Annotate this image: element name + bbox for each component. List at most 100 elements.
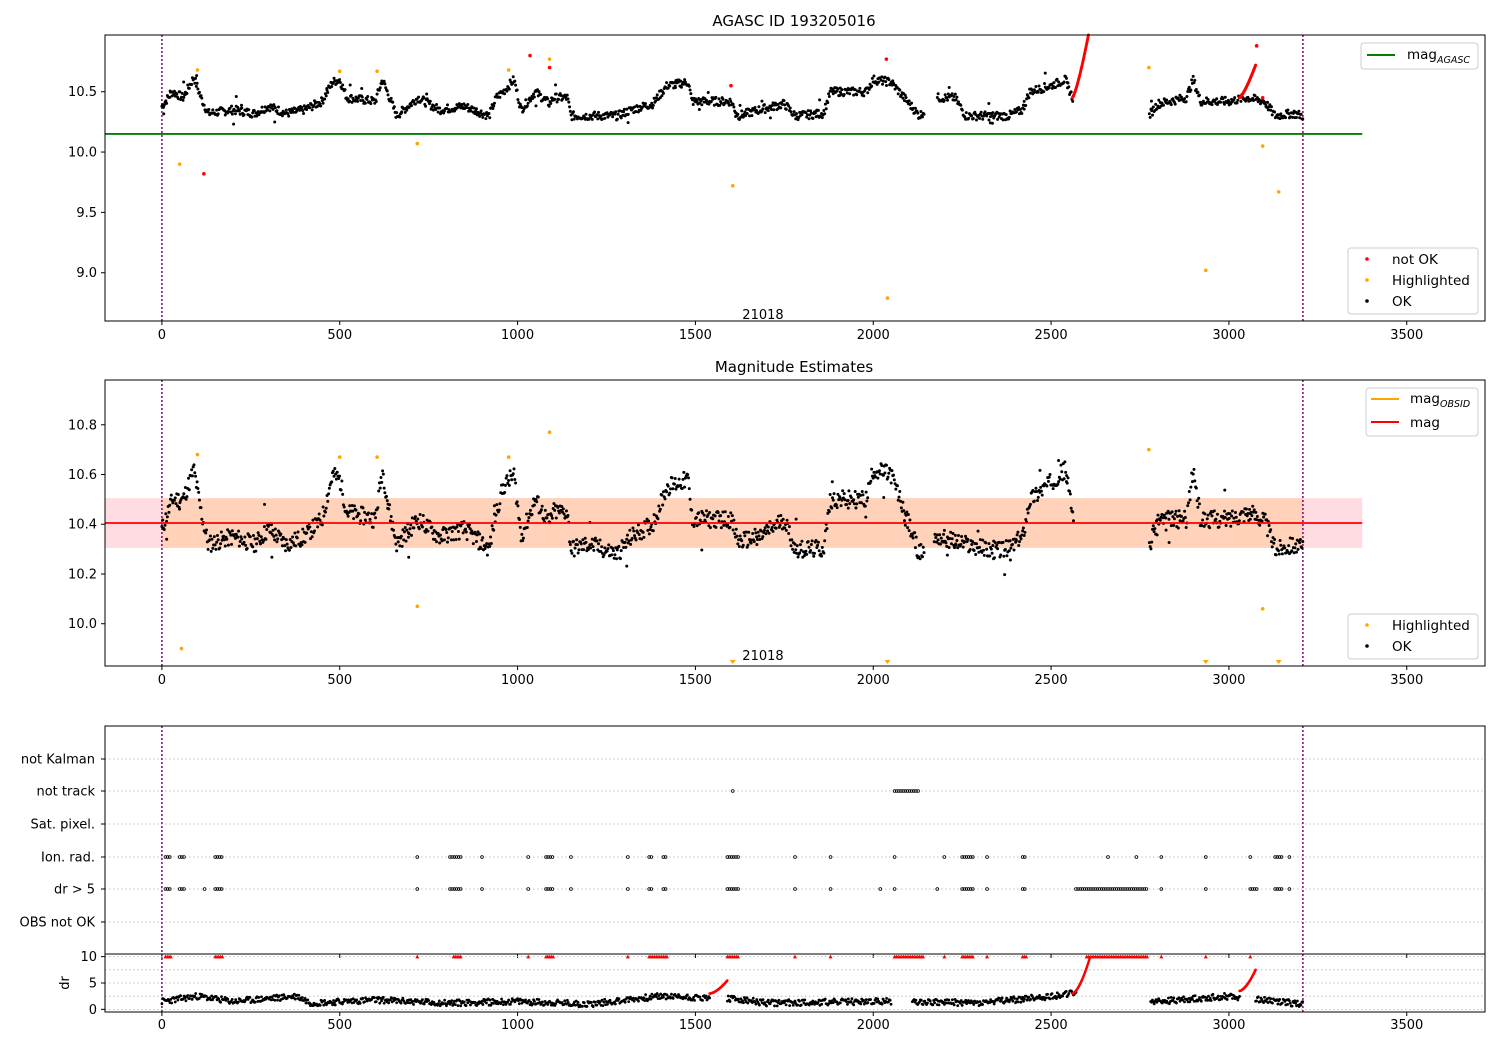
ok-point — [348, 83, 352, 87]
ok-point — [717, 519, 721, 523]
ok-point — [396, 540, 400, 544]
ok-point — [543, 508, 547, 512]
ok-point — [1193, 479, 1197, 483]
ok-point — [740, 539, 744, 543]
ok-point — [511, 472, 515, 476]
ok-point — [1186, 504, 1190, 508]
ok-point — [852, 93, 856, 97]
dr-saturated-marker — [942, 954, 947, 959]
ok-point — [883, 471, 887, 475]
dr-ok-point — [937, 1003, 941, 1007]
flag-point — [892, 887, 897, 891]
dr-ok-point — [1169, 995, 1173, 999]
panel2-legend-top: magOBSID mag — [1365, 387, 1479, 437]
flag-point — [167, 887, 172, 891]
ok-point — [992, 557, 996, 561]
ok-point — [711, 517, 715, 521]
ok-point — [1251, 99, 1255, 103]
dr-saturated-marker — [220, 954, 225, 959]
ok-point — [737, 544, 741, 548]
dr-ok-point — [796, 1003, 800, 1007]
ok-point — [435, 102, 439, 106]
ok-point — [658, 507, 662, 511]
ok-point — [702, 513, 706, 517]
dr-ok-point — [1191, 997, 1194, 1001]
ok-point — [354, 508, 358, 512]
ok-point — [987, 118, 991, 122]
ok-point — [686, 473, 690, 477]
ok-point — [889, 481, 893, 485]
ok-point — [781, 517, 785, 521]
highlighted-point — [375, 69, 379, 74]
flag-point — [1275, 855, 1280, 859]
dr-ok-point — [437, 1002, 440, 1005]
ok-point — [287, 114, 291, 118]
flag-point — [215, 887, 220, 891]
ok-point — [282, 537, 286, 541]
ok-point — [640, 537, 644, 541]
panel1-obsid-annotation: 21018 — [742, 308, 783, 323]
ok-point — [377, 481, 381, 485]
ok-point — [950, 92, 954, 96]
ok-point — [916, 111, 920, 115]
ok-point — [904, 513, 908, 517]
ok-point — [1149, 99, 1153, 103]
ok-point — [273, 120, 277, 124]
ok-point — [818, 98, 822, 102]
dr-ok-point — [459, 1004, 463, 1008]
ok-point — [506, 481, 510, 485]
ok-point — [633, 105, 637, 109]
ok-point — [596, 117, 600, 121]
ok-point — [285, 542, 289, 546]
ok-point — [1021, 526, 1025, 530]
ok-point — [1183, 97, 1187, 101]
ok-point — [553, 97, 557, 101]
ok-point — [984, 541, 988, 545]
ok-point — [221, 537, 225, 541]
ok-point — [597, 110, 601, 114]
ok-point — [881, 82, 885, 86]
x-tick-label: 3500 — [1390, 673, 1423, 688]
ok-point — [824, 107, 828, 111]
dr-not-ok-point — [725, 979, 729, 982]
dr-ok-point — [708, 996, 712, 1000]
ok-point — [768, 116, 772, 120]
ok-point — [910, 534, 914, 538]
ok-point — [572, 117, 576, 121]
dr-ok-point — [453, 1003, 457, 1007]
dr-ok-point — [775, 1004, 779, 1008]
ok-point — [884, 463, 888, 467]
flag-point — [180, 887, 184, 891]
ok-point — [1230, 509, 1234, 513]
ok-point — [770, 525, 774, 529]
ok-point — [422, 96, 426, 100]
ok-point — [1154, 102, 1158, 106]
ok-point — [932, 540, 936, 544]
flag-point — [1123, 887, 1127, 891]
ok-point — [663, 497, 667, 501]
ok-point — [446, 103, 450, 107]
ok-point — [669, 487, 673, 491]
ok-point — [1071, 99, 1075, 103]
ok-point — [401, 528, 405, 532]
ok-point — [219, 542, 223, 546]
ok-point — [268, 109, 272, 113]
ok-point — [906, 526, 910, 530]
ok-point — [1017, 105, 1021, 109]
ok-point — [828, 492, 832, 496]
ok-point — [1276, 549, 1280, 553]
ok-point — [322, 514, 326, 518]
dr-ok-point — [671, 996, 675, 1000]
flag-row-label: not track — [36, 785, 95, 800]
ok-point — [733, 532, 737, 536]
legend-mag-label: mag — [1410, 415, 1440, 431]
ok-point — [880, 464, 884, 468]
ok-point — [454, 538, 458, 542]
ok-point — [539, 508, 543, 512]
dr-ok-point — [1223, 992, 1226, 995]
ok-point — [348, 504, 352, 508]
ok-point — [982, 548, 986, 552]
ok-point — [995, 543, 999, 547]
dr-saturated-marker — [828, 954, 833, 959]
ok-point — [234, 532, 238, 536]
